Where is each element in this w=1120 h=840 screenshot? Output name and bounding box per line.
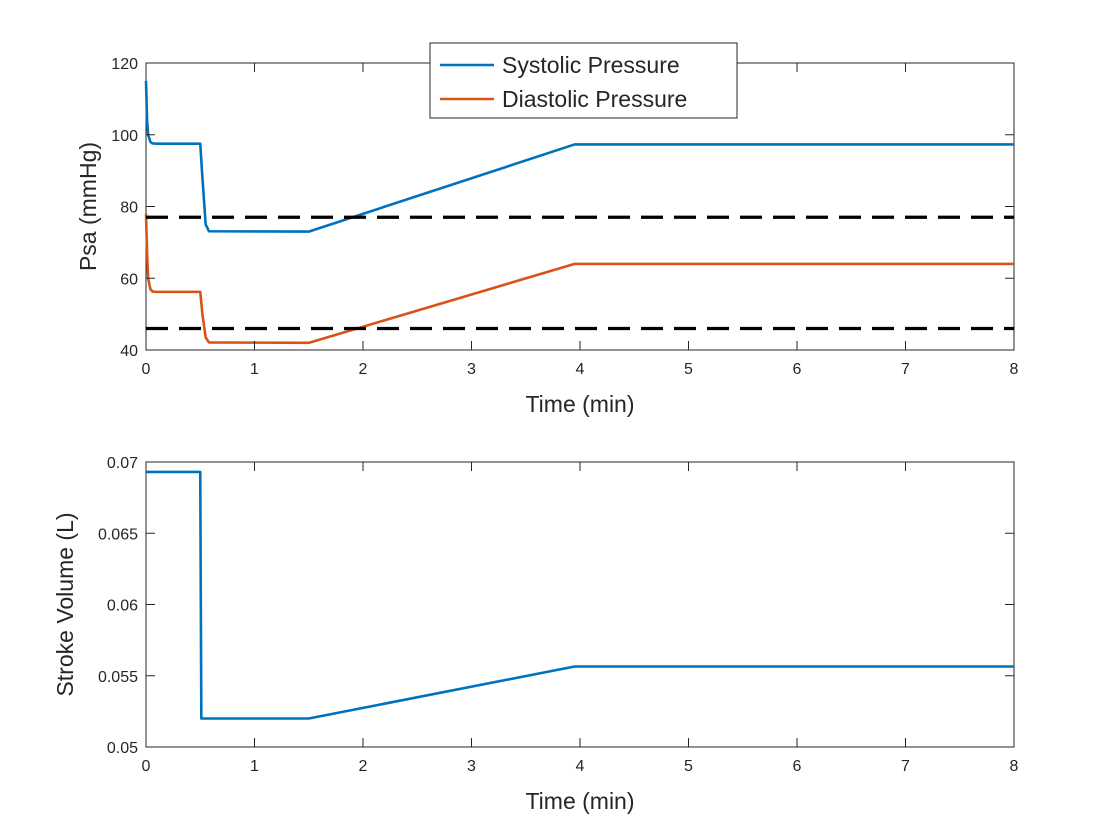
x-tick-label: 4 — [576, 758, 585, 775]
y-tick-label: 40 — [120, 343, 138, 360]
x-tick-label: 7 — [901, 361, 910, 378]
x-tick-label: 1 — [250, 758, 259, 775]
stroke-volume-line — [146, 470, 1014, 720]
x-tick-label: 5 — [684, 361, 693, 378]
legend-entry: Diastolic Pressure — [502, 86, 687, 112]
x-axis-label: Time (min) — [525, 391, 634, 417]
stroke-volume-plot: 0 1 2 3 4 5 6 7 8 0.05 0.055 0.06 0.065 0.07 Time (min… — [52, 455, 1019, 814]
x-tick-label: 1 — [250, 361, 259, 378]
x-tick-label: 0 — [142, 758, 151, 775]
x-tick-label: 3 — [467, 361, 476, 378]
x-axis-label: Time (min) — [525, 788, 634, 814]
y-tick-label: 0.065 — [98, 526, 138, 543]
y-axis-label: Stroke Volume (L) — [52, 512, 78, 696]
x-tick-label: 0 — [142, 361, 151, 378]
legend-box — [429, 42, 738, 119]
x-tick-label: 8 — [1010, 758, 1019, 775]
x-tick-label: 5 — [684, 758, 693, 775]
y-tick-label: 0.07 — [107, 455, 138, 472]
x-tick-label: 7 — [901, 758, 910, 775]
y-tick-label: 120 — [111, 56, 138, 73]
x-tick-label: 2 — [359, 758, 368, 775]
y-tick-label: 0.05 — [107, 740, 138, 757]
y-tick-label: 80 — [120, 200, 138, 217]
legend: Systolic Pressure Diastolic Pressure — [429, 42, 738, 119]
y-tick-label: 0.055 — [98, 669, 138, 686]
y-tick-label: 100 — [111, 128, 138, 145]
x-tick-label: 2 — [359, 361, 368, 378]
y-tick-label: 0.06 — [107, 598, 138, 615]
x-tick-label: 8 — [1010, 361, 1019, 378]
pressure-plot: 0 1 2 3 4 5 6 7 8 40 60 80 100 120 Time (min) Psa (mmHg… — [75, 42, 1019, 417]
x-tick-label: 4 — [576, 361, 585, 378]
x-tick-label: 3 — [467, 758, 476, 775]
x-tick-label: 6 — [793, 758, 802, 775]
y-axis-label: Psa (mmHg) — [75, 142, 101, 271]
legend-entry: Systolic Pressure — [502, 52, 680, 78]
x-tick-label: 6 — [793, 361, 802, 378]
y-tick-label: 60 — [120, 271, 138, 288]
